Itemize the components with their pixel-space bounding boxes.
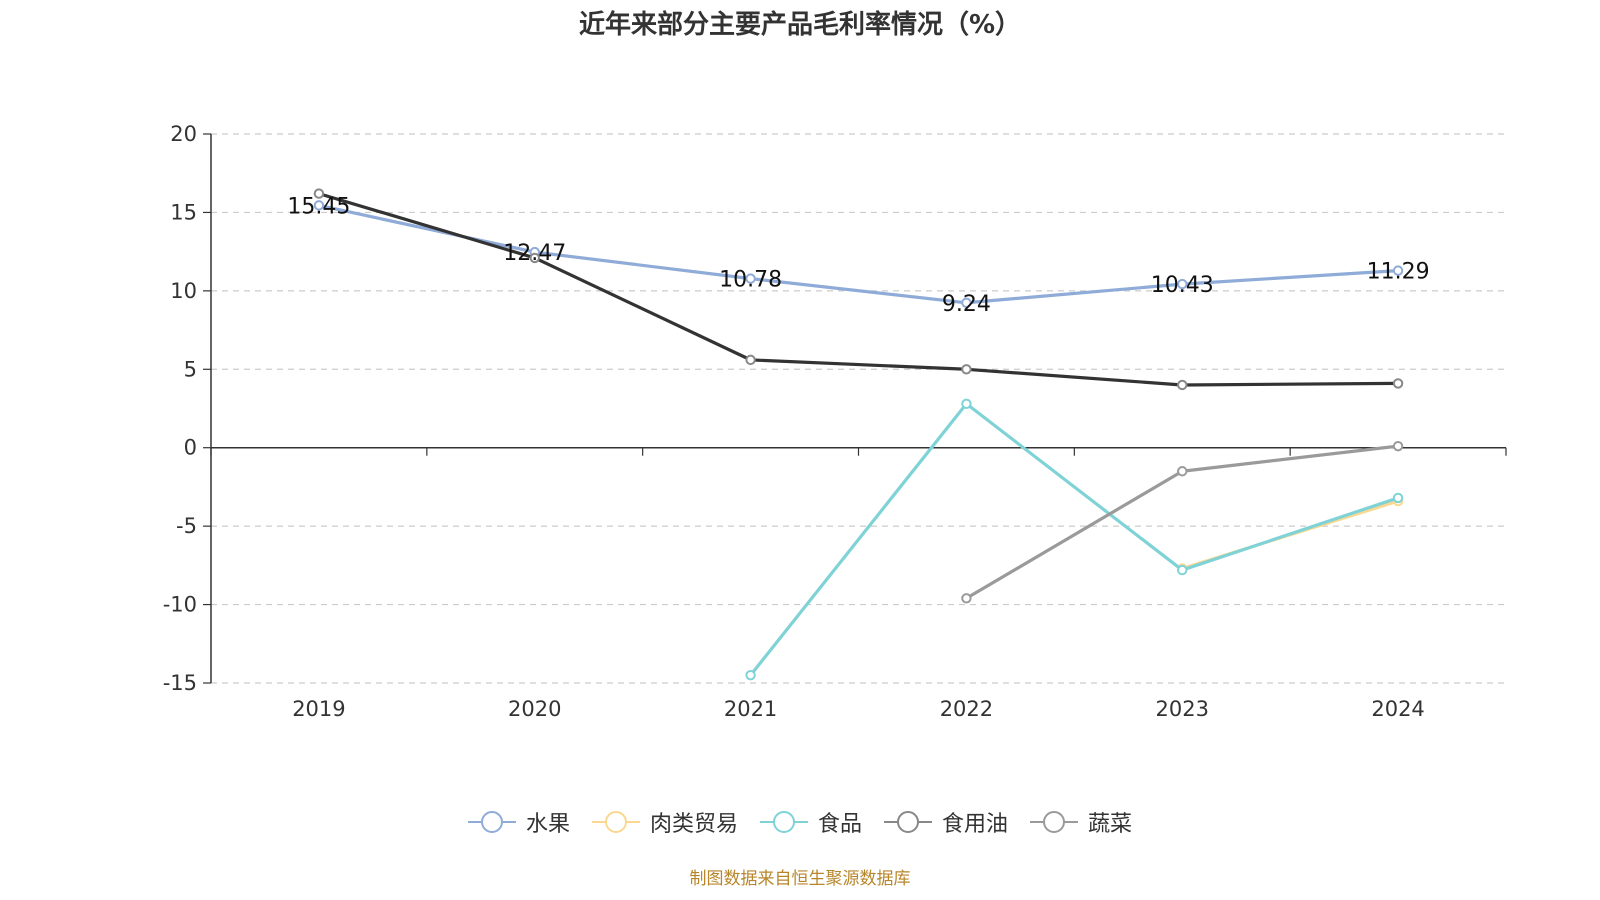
legend-label: 水果	[525, 812, 570, 837]
data-label: 15.45	[287, 194, 350, 219]
x-tick-label: 2024	[1371, 697, 1424, 721]
data-point	[1177, 466, 1188, 477]
x-tick-label: 2023	[1156, 697, 1209, 721]
data-label: 10.78	[719, 268, 782, 293]
data-point	[1392, 265, 1404, 276]
data-point	[1392, 492, 1404, 504]
data-point	[961, 297, 972, 308]
legend-item[interactable]: 水果	[467, 806, 570, 838]
legend-label: 肉类贸易	[649, 812, 738, 837]
legend-label: 食品	[817, 812, 862, 837]
y-tick-label: 15	[170, 200, 197, 224]
y-tick-label: -10	[163, 593, 197, 617]
data-point	[961, 593, 972, 604]
legend-label: 食用油	[942, 812, 1009, 837]
y-tick-label: -5	[176, 514, 197, 538]
data-point	[745, 354, 756, 366]
data-point	[1392, 378, 1404, 389]
legend-item[interactable]: 食用油	[884, 806, 1008, 838]
legend-marker-icon	[759, 808, 808, 836]
data-point	[529, 252, 540, 264]
data-point	[1177, 379, 1188, 391]
series-lines	[313, 188, 1404, 681]
data-point	[1177, 564, 1188, 576]
data-label: 12.47	[503, 241, 566, 266]
data-point	[961, 364, 972, 375]
y-tick-label: 20	[170, 122, 197, 146]
line-chart: 20 15 10 5 0 -5 -10 -15 2019 2020 2021 2022 2023 2024…	[163, 122, 1507, 721]
series-line	[318, 192, 1399, 387]
y-tick-label: 10	[170, 279, 197, 303]
legend-marker-icon	[884, 808, 932, 836]
data-point	[313, 188, 325, 199]
grid-lines	[211, 133, 1506, 684]
data-label: 11.29	[1367, 260, 1430, 285]
data-point	[1177, 278, 1188, 290]
y-tick-label: 0	[184, 436, 197, 460]
legend-marker-icon	[467, 808, 516, 836]
legend-label: 蔬菜	[1088, 812, 1133, 837]
x-tick-label: 2020	[508, 697, 561, 721]
legend-item[interactable]: 肉类贸易	[591, 806, 738, 838]
data-point	[745, 273, 756, 284]
source-note: 制图数据来自恒生聚源数据库	[689, 869, 911, 889]
data-point	[1392, 440, 1404, 452]
x-tick-label: 2021	[724, 697, 777, 721]
x-tick-label: 2022	[940, 697, 993, 721]
series-line	[749, 402, 1399, 677]
legend-marker-icon	[591, 808, 640, 836]
y-tick-label: 5	[184, 357, 197, 381]
legend-item[interactable]: 蔬菜	[1030, 806, 1132, 838]
data-point	[961, 398, 972, 409]
data-labels: 15.45 12.47 10.78 9.24 10.43 11.29	[287, 194, 1429, 316]
data-label: 9.24	[942, 292, 991, 317]
legend-item[interactable]: 食品	[759, 806, 862, 838]
data-point	[313, 200, 325, 211]
chart-title: 近年来部分主要产品毛利率情况（%）	[578, 10, 1022, 40]
legend: 水果 肉类贸易 食品 食用油 蔬菜	[0, 806, 1600, 838]
data-label: 10.43	[1151, 273, 1214, 298]
x-tick-label: 2019	[292, 697, 345, 721]
axes: 20 15 10 5 0 -5 -10 -15 2019 2020 2021 2022 2023 2024	[163, 122, 1507, 721]
legend-marker-icon	[1030, 808, 1079, 836]
y-tick-label: -15	[163, 671, 197, 695]
series-line	[318, 203, 1399, 305]
data-point	[745, 669, 756, 681]
